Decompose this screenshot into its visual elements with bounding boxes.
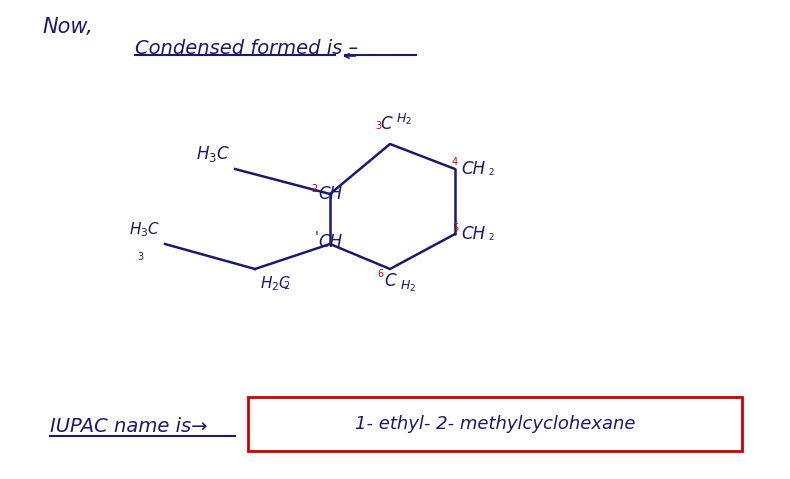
- Text: 3: 3: [375, 121, 381, 131]
- Text: CH: CH: [461, 225, 485, 243]
- Text: $_2$: $_2$: [488, 229, 495, 242]
- Text: H$_3$C: H$_3$C: [196, 144, 230, 164]
- Text: 2: 2: [310, 184, 317, 194]
- Text: H$_2$: H$_2$: [396, 112, 412, 127]
- Text: H$_2$: H$_2$: [400, 279, 416, 294]
- Text: CH: CH: [318, 185, 342, 203]
- Text: 6: 6: [377, 269, 383, 279]
- Text: C: C: [384, 272, 396, 290]
- Text: 5: 5: [452, 223, 458, 233]
- FancyBboxPatch shape: [248, 397, 742, 451]
- Text: IUPAC name is→: IUPAC name is→: [50, 418, 208, 436]
- Text: 2: 2: [283, 281, 289, 291]
- Text: 3: 3: [137, 252, 143, 262]
- Text: H$_2$C: H$_2$C: [260, 274, 292, 293]
- Text: ': ': [314, 230, 318, 244]
- Text: CH: CH: [461, 160, 485, 178]
- Text: Condensed formed is –: Condensed formed is –: [135, 39, 358, 58]
- Text: CH: CH: [318, 233, 342, 251]
- Text: 1- ethyl- 2- methylcyclohexane: 1- ethyl- 2- methylcyclohexane: [355, 415, 635, 433]
- Text: $_2$: $_2$: [488, 164, 495, 178]
- Text: 4: 4: [452, 157, 458, 167]
- Text: H$_3$C: H$_3$C: [129, 220, 160, 239]
- Text: Now,: Now,: [42, 17, 92, 37]
- Text: C: C: [380, 115, 392, 133]
